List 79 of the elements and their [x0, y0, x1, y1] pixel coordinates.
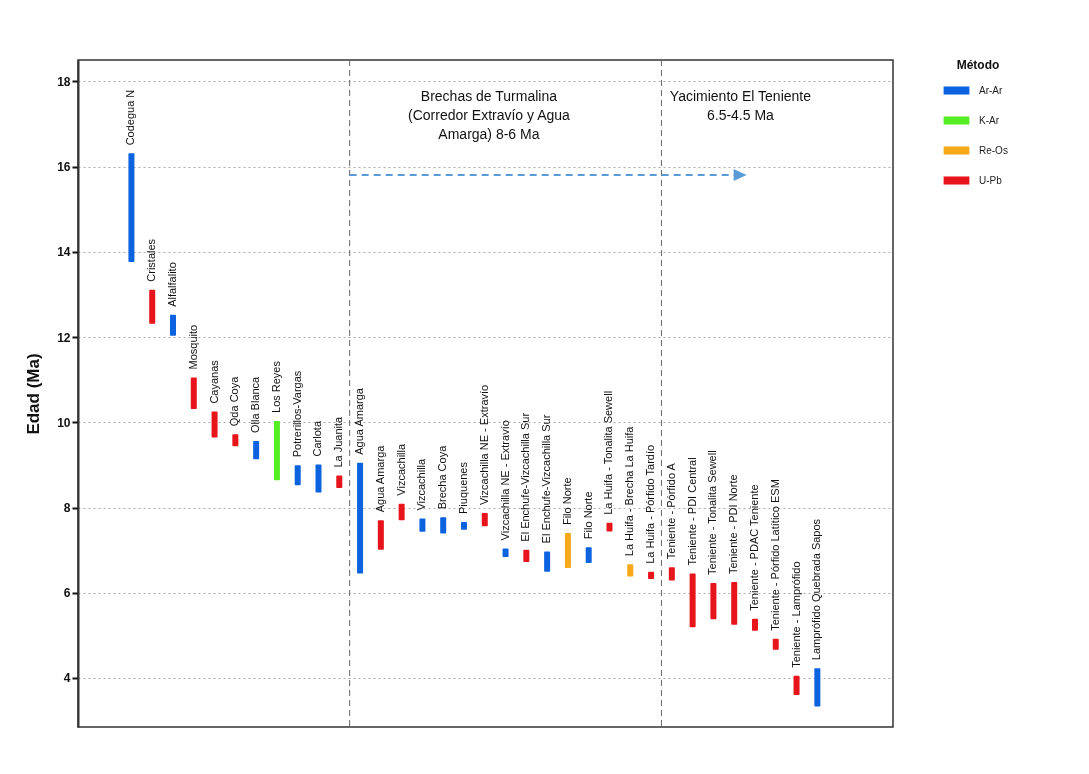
- bar: [731, 582, 738, 625]
- bar: [793, 675, 800, 696]
- bar: [253, 441, 260, 460]
- bar: [294, 465, 301, 486]
- bar: [481, 513, 488, 527]
- y-tick-label: 10: [57, 415, 71, 430]
- bar: [128, 153, 135, 263]
- bar: [232, 434, 239, 447]
- annotation: Brechas de Turmalina (Corredor Extravío y Agua Amarga) 8-6 Ma: [408, 88, 571, 142]
- y-tick-label: 6: [63, 586, 71, 601]
- x-tick-label: Teniente - Lamprófido: [789, 561, 802, 668]
- x-tick-label: Vizcachilla NE - Extravío: [498, 420, 511, 541]
- bar: [544, 551, 551, 572]
- x-tick-label: Agua Amarga: [373, 444, 386, 513]
- x-tick-label: Vizcachilla NE - Extravío: [477, 384, 490, 506]
- x-tick-label: Alfalfalito: [166, 262, 178, 307]
- x-tick-label: La Huifa - Brecha La Huifa: [623, 425, 636, 557]
- legend-label: K-Ar: [979, 114, 1000, 126]
- annotation: Yacimiento El Teniente 6.5-4.5 Ma: [669, 88, 812, 123]
- legend-label: Re-Os: [979, 144, 1008, 156]
- x-tick-label: La Huifa - Tonalita Sewell: [602, 390, 615, 515]
- x-tick-label: Cristales: [145, 238, 158, 282]
- bar: [149, 289, 156, 324]
- bar: [668, 567, 675, 581]
- y-tick-label: 12: [57, 330, 71, 345]
- x-tick-label: Carlota: [311, 420, 324, 457]
- x-tick-label: Los Reyes: [269, 360, 282, 413]
- bar: [336, 475, 343, 488]
- x-tick-label: Teniente - PDI Norte: [727, 474, 740, 575]
- bar: [627, 564, 634, 577]
- legend-label: Ar-Ar: [979, 84, 1003, 96]
- y-axis-title: Edad (Ma): [24, 353, 44, 435]
- x-tick-label: La Huifa - Pórfido Tardío: [644, 444, 657, 564]
- bar: [523, 549, 530, 563]
- x-tick-label: El Enchufe-Vizcachilla Sur: [519, 412, 532, 542]
- x-tick-label: Filo Norte: [581, 491, 594, 540]
- y-tick-label: 16: [57, 160, 71, 175]
- bar: [751, 618, 758, 631]
- bar: [585, 547, 592, 563]
- y-tick-label: 18: [57, 74, 71, 89]
- bar: [357, 462, 364, 574]
- x-tick-label: Brecha Coya: [436, 444, 449, 510]
- x-tick-label: Vizcachilla: [394, 443, 407, 496]
- x-tick-label: Lamprófido Quebrada Sapos: [810, 518, 823, 661]
- x-tick-label: El Enchufe-Vizcachilla Sur: [540, 414, 553, 544]
- x-tick-label: Teniente - Pórfido A: [664, 462, 677, 560]
- x-tick-label: Mosquito: [186, 324, 199, 370]
- y-tick-label: 8: [63, 501, 71, 516]
- bar: [689, 573, 696, 628]
- bar: [814, 668, 821, 707]
- bar: [564, 533, 571, 569]
- x-tick-label: Teniente - Tonalita Sewell: [706, 450, 719, 575]
- bar: [710, 582, 717, 620]
- x-tick-label: Piuquenes: [456, 461, 469, 514]
- x-tick-label: Vizcachilla: [415, 457, 428, 511]
- x-tick-label: Qda Coya: [228, 375, 241, 427]
- bar: [170, 314, 176, 336]
- bar: [419, 518, 426, 532]
- bar: [211, 411, 218, 438]
- x-tick-label: La Juanita: [332, 415, 345, 468]
- bar: [398, 503, 405, 521]
- bar: [440, 517, 447, 534]
- x-tick-label: Teniente - PDAC Teniente: [747, 484, 760, 611]
- legend-title: Método: [956, 58, 1000, 72]
- x-tick-label: Codegua N: [124, 89, 137, 146]
- legend-label: U-Pb: [979, 174, 1003, 186]
- x-tick-label: Potrerillos-Vargas: [290, 370, 303, 458]
- x-tick-label: Teniente - PDI Central: [685, 457, 698, 566]
- bar: [273, 420, 280, 481]
- y-tick-label: 14: [57, 245, 71, 260]
- x-tick-label: Agua Amarga: [353, 387, 366, 455]
- x-tick-label: Cayanas: [207, 359, 220, 404]
- bar: [377, 520, 384, 550]
- bar: [190, 377, 197, 410]
- x-tick-label: Teniente - Pórfido Latítico ESM: [768, 479, 781, 631]
- bar: [315, 464, 322, 493]
- x-tick-label: Filo Norte: [560, 477, 573, 526]
- x-tick-label: Olla Blanca: [249, 375, 262, 434]
- y-tick-label: 4: [63, 671, 71, 686]
